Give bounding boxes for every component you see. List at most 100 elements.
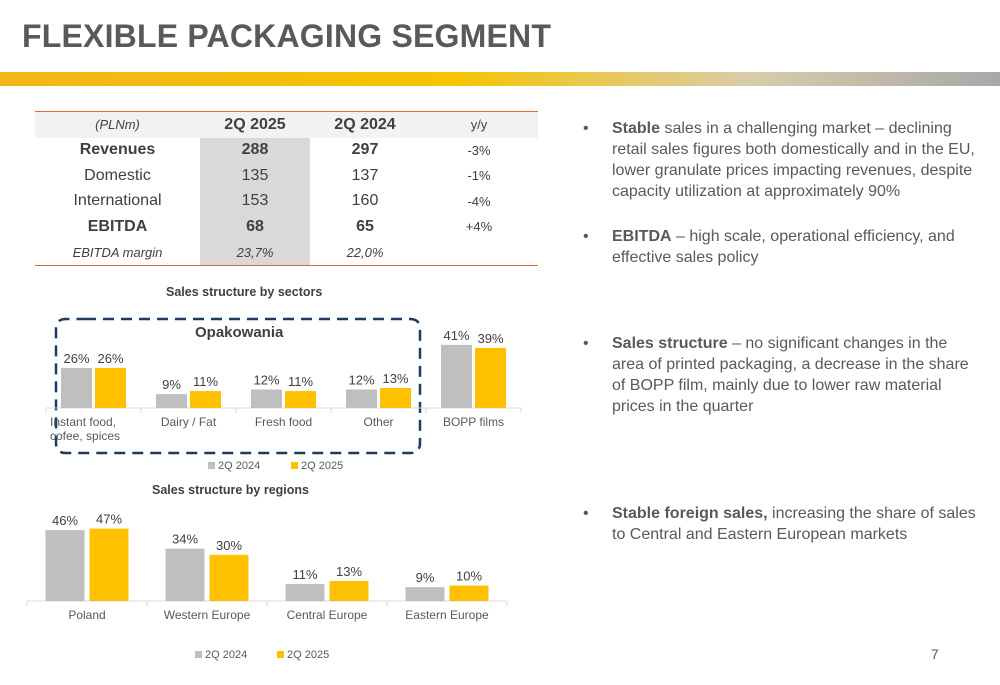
data-label: 26%	[63, 351, 89, 366]
cell-yy: -1%	[467, 168, 491, 184]
row-label: International	[73, 192, 162, 210]
row-label: Revenues	[79, 141, 156, 159]
bar-2025	[190, 391, 221, 408]
table-header-unit: (PLNm)	[35, 111, 200, 138]
regions-chart: 46% 47% Poland 34% 30% Western Europe 11% 13% Ce…	[26, 512, 508, 661]
bar-2025	[329, 580, 369, 601]
category-label: Western Europe	[164, 608, 251, 622]
cell-yy: -3%	[467, 142, 491, 158]
bar-2024	[251, 389, 282, 408]
cell-yy: +4%	[465, 219, 493, 235]
data-label: 13%	[336, 564, 362, 579]
cell-2025: 135	[200, 163, 310, 189]
data-label: 46%	[52, 513, 78, 528]
category-label: Central Europe	[287, 608, 368, 622]
bullet-marker: •	[583, 120, 589, 137]
data-label: 34%	[172, 532, 198, 547]
data-label: 47%	[96, 512, 122, 527]
bar-2025	[89, 528, 129, 601]
cell-2024: 160	[351, 192, 379, 210]
bar-2025	[380, 387, 411, 408]
bar-2024	[165, 548, 205, 601]
data-label: 9%	[416, 570, 435, 585]
bar-2025	[209, 554, 249, 601]
group-label: Opakowania	[195, 324, 284, 341]
data-label: 11%	[292, 567, 317, 582]
cell-2025: 288	[200, 137, 310, 163]
category-label: Dairy / Fat	[161, 415, 217, 429]
cell-yy	[420, 239, 538, 266]
bar-2024	[346, 389, 377, 408]
bar-2024	[61, 367, 92, 408]
sectors-chart: Opakowania 26% 26% Instant food,cofee, spic…	[45, 317, 522, 472]
page-title: FLEXIBLE PACKAGING SEGMENT	[22, 18, 552, 54]
row-label: EBITDA margin	[35, 239, 200, 266]
category-label: BOPP films	[443, 415, 504, 429]
legend-swatch-2024	[208, 462, 215, 469]
table-header-yy: y/y	[420, 111, 538, 138]
category-label: Fresh food	[255, 415, 312, 429]
data-label: 10%	[456, 569, 482, 584]
table-row: EBITDA 68 65 +4%	[35, 214, 538, 240]
data-label: 12%	[348, 373, 374, 388]
legend-swatch-2024	[195, 651, 202, 658]
table-row: International 153 160 -4%	[35, 188, 538, 214]
bullet-text: sales in a challenging market – declinin…	[612, 120, 975, 200]
cell-2024: 22,0%	[310, 239, 420, 266]
data-label: 39%	[477, 331, 503, 346]
cell-2025: 23,7%	[200, 239, 310, 266]
data-label: 11%	[288, 374, 313, 389]
data-label: 11%	[193, 374, 218, 389]
table-header-row: (PLNm) 2Q 2025 2Q 2024 y/y	[35, 111, 538, 138]
row-label: EBITDA	[87, 217, 148, 235]
table-row: EBITDA margin 23,7% 22,0%	[35, 239, 538, 266]
row-label: Domestic	[84, 166, 151, 184]
bullet-bold: Stable foreign sales,	[612, 505, 768, 522]
table-header-2025: 2Q 2025	[200, 111, 310, 138]
data-label: 13%	[382, 371, 408, 386]
bullet-bold: Sales structure	[612, 335, 728, 352]
accent-stripe	[0, 72, 1000, 86]
category-label: Poland	[68, 608, 105, 622]
bullet-text: increasing the share of sales to Central…	[612, 505, 976, 543]
category-label: cofee, spices	[50, 429, 120, 443]
data-label: 12%	[253, 373, 279, 388]
cell-2024: 297	[351, 141, 379, 159]
bar-2024	[156, 394, 187, 408]
legend-swatch-2025	[277, 651, 284, 658]
bullet-marker: •	[583, 228, 589, 245]
cell-2025: 68	[200, 214, 310, 240]
legend-label: 2Q 2024	[205, 649, 247, 661]
bar-2025	[475, 347, 506, 408]
data-label: 26%	[97, 351, 123, 366]
bullet-bold: Stable	[612, 120, 661, 137]
cell-2024: 65	[356, 217, 374, 235]
bullet-bold: EBITDA	[612, 228, 672, 245]
cell-2024: 137	[351, 166, 379, 184]
bullet-text: – high scale, operational efficiency, an…	[612, 228, 955, 266]
bullet-text: – no significant changes in the area of …	[612, 335, 969, 415]
data-label: 41%	[443, 328, 469, 343]
bar-2024	[45, 530, 85, 601]
data-label: 30%	[216, 538, 242, 553]
legend-swatch-2025	[291, 462, 298, 469]
bar-2024	[405, 587, 445, 601]
legend-label: 2Q 2024	[218, 460, 260, 472]
page-number: 7	[931, 646, 939, 662]
bar-2025	[95, 367, 126, 408]
bar-2024	[441, 344, 472, 408]
table-row: Domestic 135 137 -1%	[35, 163, 538, 189]
data-label: 9%	[162, 377, 181, 392]
cell-2025: 153	[200, 188, 310, 214]
bar-2025	[449, 585, 489, 601]
category-label: Other	[363, 415, 393, 429]
category-label: Eastern Europe	[405, 608, 489, 622]
financial-table: (PLNm) 2Q 2025 2Q 2024 y/y Revenues 288 …	[35, 111, 538, 266]
cell-yy: -4%	[467, 193, 491, 209]
bullet-marker: •	[583, 505, 589, 522]
bullet-marker: •	[583, 335, 589, 352]
category-label: Instant food,	[50, 415, 116, 429]
bar-2025	[285, 391, 316, 408]
legend-label: 2Q 2025	[287, 649, 329, 661]
legend-label: 2Q 2025	[301, 460, 343, 472]
